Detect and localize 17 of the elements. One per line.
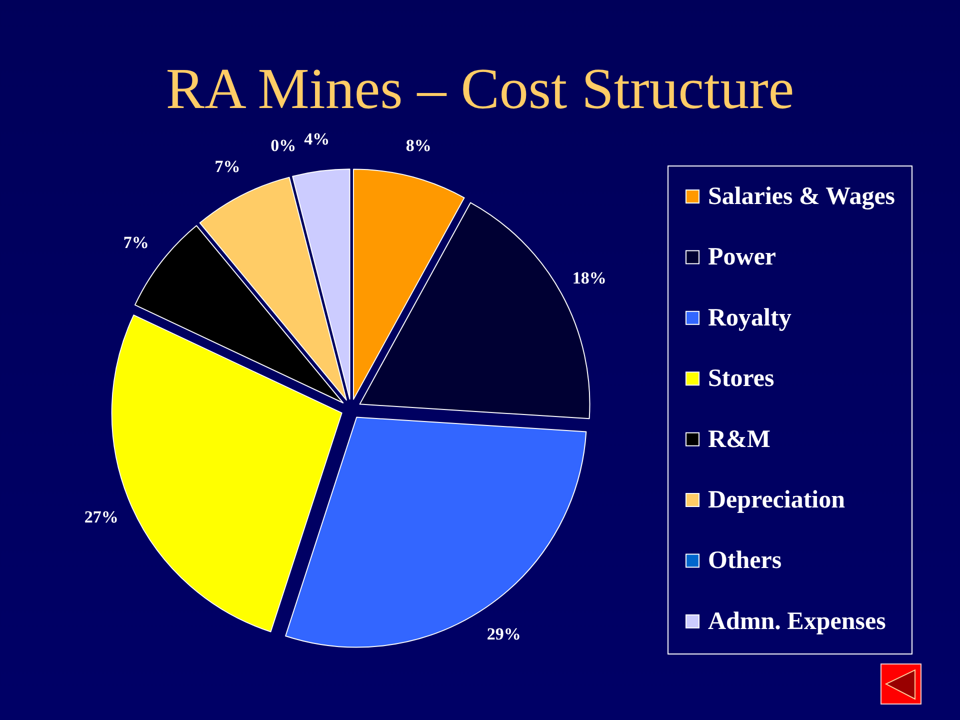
data-label: 4% <box>304 130 330 149</box>
text: 0% <box>270 136 296 156</box>
legend-label: R&M <box>708 426 770 453</box>
legend-label: Depreciation <box>708 486 846 514</box>
data-label: 29% <box>486 624 521 644</box>
data-label: 7% <box>123 232 149 252</box>
data-label: 7% <box>214 157 240 176</box>
data-label: 8% <box>406 136 432 156</box>
legend-label: Stores <box>708 365 774 392</box>
legend-label: Royalty <box>708 304 792 332</box>
legend-label: Admn. Expenses <box>708 608 886 635</box>
legend-label: Salaries & Wages <box>708 183 896 210</box>
legend-label: Others <box>708 547 782 574</box>
chart-title: RA Mines – Cost Structure <box>166 56 794 121</box>
data-label: 27% <box>84 508 118 527</box>
legend-label: Power <box>708 244 776 271</box>
data-label: 18% <box>572 268 606 288</box>
